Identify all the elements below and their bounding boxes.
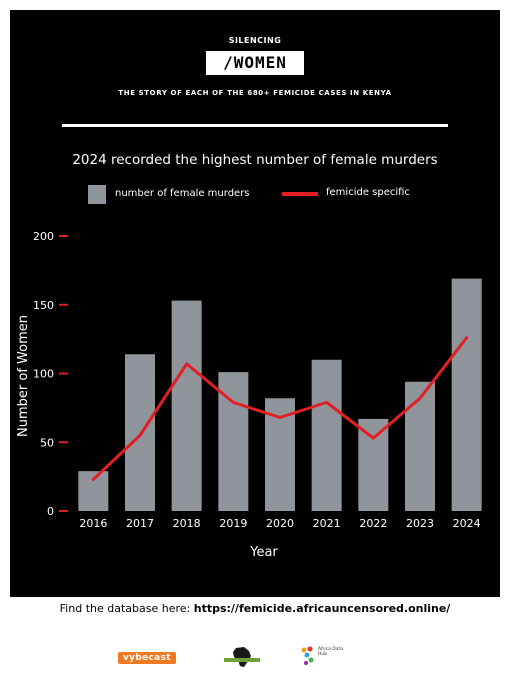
x-tick-label: 2023 [406, 517, 434, 530]
divider [62, 124, 448, 127]
legend-label-line: femicide specific [326, 187, 410, 198]
bar-2017 [125, 354, 155, 511]
chart-legend: number of female murders femicide specif… [0, 185, 510, 205]
x-tick-label: 2019 [219, 517, 247, 530]
database-link[interactable]: https://femicide.africauncensored.online… [193, 602, 451, 615]
bar-2022 [358, 418, 389, 511]
bar-2021 [311, 359, 342, 511]
x-tick-label: 2022 [359, 517, 387, 530]
header-tagline: THE STORY OF EACH OF THE 680+ FEMICIDE C… [118, 89, 392, 97]
footer-prefix: Find the database here: [59, 602, 194, 615]
bar-2018 [171, 300, 202, 511]
bar-2024 [451, 278, 482, 511]
y-tick-label: 200 [33, 230, 54, 243]
x-tick-label: 2021 [313, 517, 341, 530]
chart-title: 2024 recorded the highest number of fema… [72, 152, 438, 168]
legend-label-bars: number of female murders [115, 188, 250, 199]
africa-uncensored-logo [224, 647, 260, 667]
y-tick-label: 50 [40, 436, 54, 449]
africa-data-hub-mark [301, 646, 314, 665]
y-tick-label: 100 [33, 368, 54, 381]
x-tick-label: 2024 [453, 517, 481, 530]
x-axis-title: Year [249, 545, 278, 560]
header-kicker: SILENCING [228, 36, 282, 45]
brand-logo: /WOMEN [206, 51, 304, 75]
x-tick-label: 2017 [126, 517, 154, 530]
x-tick-label: 2016 [79, 517, 107, 530]
x-tick-label: 2020 [266, 517, 294, 530]
bar-line-chart: 0 50 100 150 200 2016 2017 2018 2019 2020 2021 202… [16, 230, 482, 560]
vybecast-logo: vybecast [118, 652, 176, 664]
y-axis: 0 50 100 150 200 [33, 230, 68, 518]
footer-note: Find the database here: https://femicide… [0, 602, 510, 615]
x-tick-label: 2018 [173, 517, 201, 530]
bar-2023 [405, 381, 435, 511]
africa-data-hub-logo: Africa Data Hub [300, 644, 350, 670]
femicide-line [91, 336, 469, 481]
africa-data-hub-text: Africa Data Hub [318, 647, 344, 657]
bar-series [78, 278, 482, 511]
bar-2016 [78, 471, 109, 511]
legend-swatch-line [282, 192, 318, 196]
legend-swatch-bars [88, 185, 106, 204]
y-tick-label: 0 [47, 505, 54, 518]
y-tick-label: 150 [33, 299, 54, 312]
x-axis: 2016 2017 2018 2019 2020 2021 2022 2023 2024 [79, 517, 480, 530]
y-axis-title: Number of Women [16, 315, 31, 437]
